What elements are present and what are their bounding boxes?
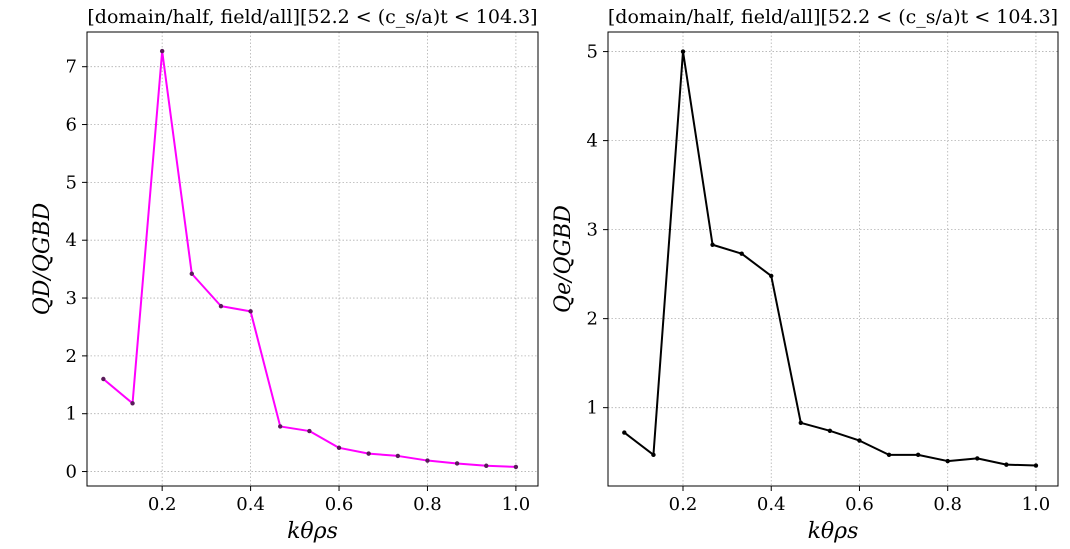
- data-point: [886, 452, 892, 458]
- x-axis-label: kθρs: [287, 519, 338, 544]
- x-tick-label: 0.6: [845, 494, 874, 515]
- data-point: [1033, 463, 1039, 468]
- x-tick-label: 0.4: [757, 494, 786, 515]
- data-point: [101, 376, 106, 382]
- data-point: [425, 458, 430, 463]
- plot-frame: [86, 31, 539, 487]
- y-tick-label: 6: [66, 115, 77, 136]
- data-point: [915, 452, 921, 458]
- y-tick-label: 3: [66, 288, 77, 309]
- data-point: [710, 242, 715, 247]
- chart-title: [domain/half, field/all][52.2 < (c_s/a)t…: [87, 6, 537, 28]
- data-point: [248, 309, 253, 314]
- chart-panel-2: 0.2 0.4 0.6 0.8 1.0 1 2 3 4 5 [domain/half, field/…: [551, 6, 1059, 544]
- x-tick-label: 0.6: [325, 494, 354, 515]
- data-point: [395, 453, 401, 459]
- data-point: [130, 401, 135, 406]
- data-point: [857, 438, 862, 443]
- y-tick-label: 4: [587, 131, 598, 152]
- x-axis-label: kθρs: [808, 519, 859, 544]
- data-point: [366, 451, 371, 456]
- series-line: [102, 50, 516, 468]
- x-tick-label: 0.4: [236, 494, 265, 515]
- data-point: [622, 430, 627, 435]
- y-tick-label: 7: [66, 57, 77, 78]
- y-axis-label: Qe/QGBD: [551, 205, 576, 313]
- y-tick-label: 4: [66, 230, 77, 251]
- data-point: [189, 271, 194, 276]
- data-point: [159, 48, 165, 54]
- data-point: [651, 452, 656, 458]
- y-tick-label: 1: [66, 404, 77, 425]
- y-tick-label: 3: [587, 220, 598, 241]
- data-point: [484, 463, 489, 468]
- y-tick-label: 5: [66, 172, 77, 193]
- data-point: [798, 420, 803, 425]
- y-axis-label: QD/QGBD: [30, 202, 55, 315]
- series-line: [623, 50, 1036, 467]
- data-point: [680, 49, 686, 54]
- x-tick-label: 0.8: [413, 494, 442, 515]
- chart-panel-1: 0.2 0.4 0.6 0.8 1.0 0 1 2 3 4 5 6 7 [domain/half, fie…: [30, 6, 539, 544]
- data-point: [827, 428, 833, 434]
- data-point: [278, 424, 283, 429]
- data-point: [1004, 462, 1009, 467]
- chart-title: [domain/half, field/all][52.2 < (c_s/a)t…: [608, 6, 1058, 28]
- x-tick-label: 1.0: [1022, 494, 1051, 515]
- data-point: [945, 458, 950, 464]
- x-tick-label: 0.2: [669, 494, 698, 515]
- data-point: [454, 461, 460, 466]
- data-point: [307, 428, 312, 434]
- plot-frame: [607, 31, 1059, 487]
- data-point: [769, 273, 774, 279]
- y-tick-label: 1: [587, 398, 598, 419]
- y-tick-label: 2: [66, 346, 77, 367]
- x-tick-label: 0.8: [933, 494, 962, 515]
- data-point: [218, 303, 224, 309]
- y-tick-label: 2: [587, 309, 598, 330]
- data-point: [975, 456, 980, 461]
- data-point: [739, 251, 744, 256]
- data-point: [513, 464, 519, 470]
- x-tick-label: 0.2: [148, 494, 177, 515]
- y-tick-label: 0: [66, 462, 77, 483]
- x-tick-label: 1.0: [502, 494, 531, 515]
- data-point: [336, 445, 342, 451]
- y-tick-label: 5: [587, 42, 598, 63]
